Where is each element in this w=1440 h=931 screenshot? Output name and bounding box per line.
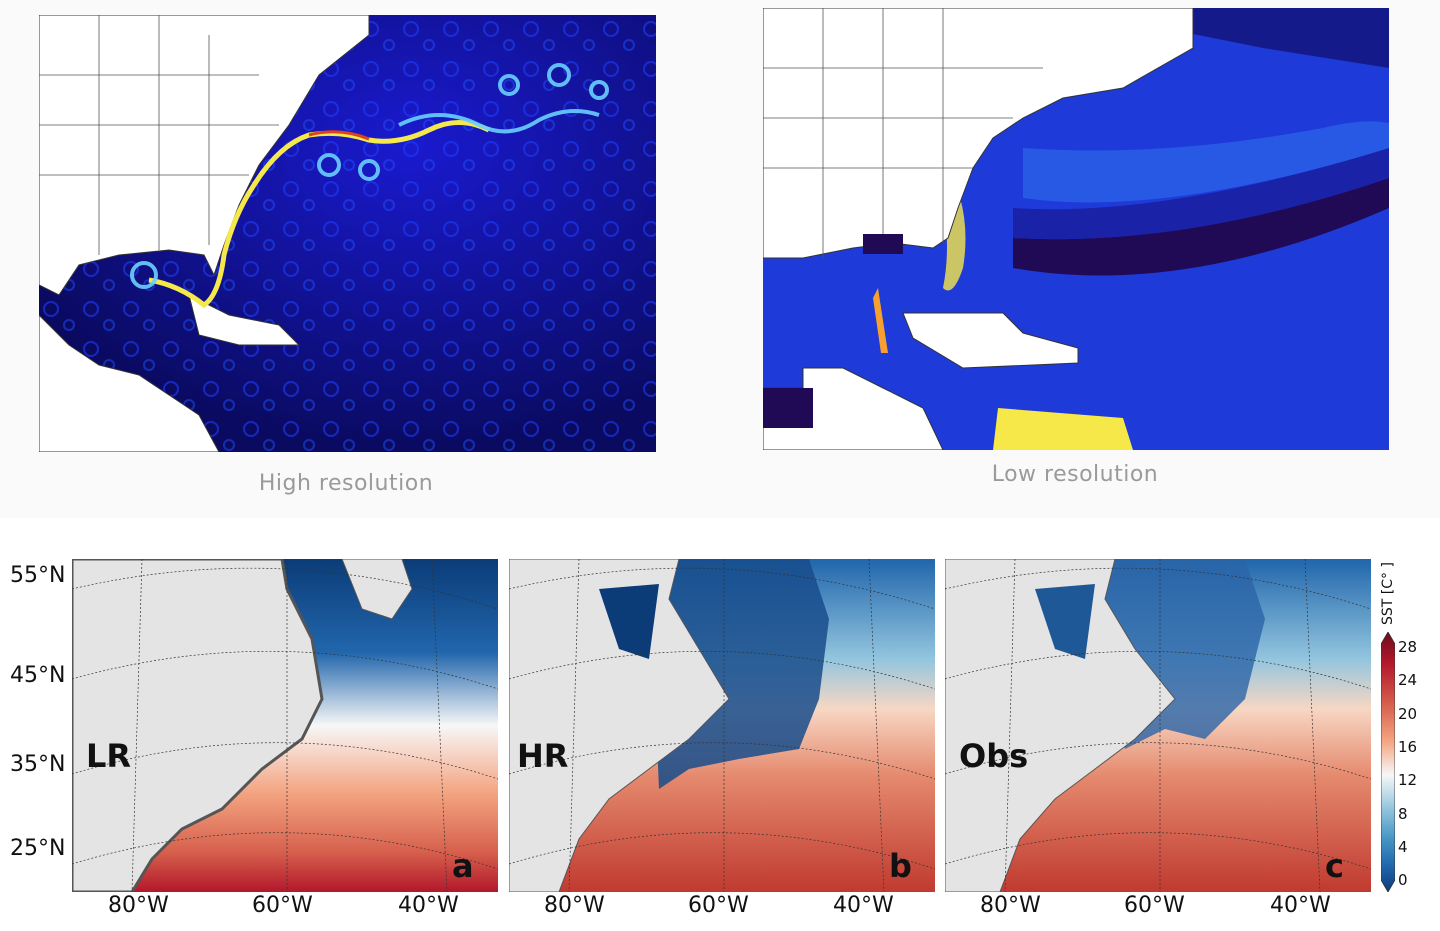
lon-label-a-40w: 40°W [398,893,459,918]
lon-label-b-80w: 80°W [544,893,605,918]
lon-label-a-60w: 60°W [252,893,313,918]
colorbar-tick-0: 0 [1398,871,1408,889]
lon-label-b-60w: 60°W [688,893,749,918]
lat-label-35n: 35°N [10,752,66,777]
panel-tag-hr: HR [517,737,568,775]
colorbar-tick-8: 8 [1398,805,1408,823]
panel-tag-lr: LR [86,737,131,775]
panel-tag-obs: Obs [959,737,1028,775]
low-resolution-caption: Low resolution [991,462,1159,487]
colorbar-tick-4: 4 [1398,838,1408,856]
sst-map-obs: Obs c [945,559,1371,892]
sst-map-hr: HR b [509,559,935,892]
colorbar-tick-28: 28 [1398,638,1418,656]
sst-map-lr: LR a [72,559,498,892]
colorbar-tick-16: 16 [1398,738,1418,756]
colorbar-label: SST [C° ] [1380,562,1396,625]
panel-letter-a: a [452,847,474,885]
lon-label-c-60w: 60°W [1124,893,1185,918]
colorbar-tick-24: 24 [1398,671,1418,689]
sst-colorbar [1381,632,1395,892]
lat-label-55n: 55°N [10,563,66,588]
low-resolution-map [763,8,1389,450]
lat-label-45n: 45°N [10,663,66,688]
lon-label-b-40w: 40°W [833,893,894,918]
colorbar-tick-12: 12 [1398,771,1418,789]
lon-label-c-80w: 80°W [980,893,1041,918]
panel-letter-c: c [1325,847,1344,885]
lon-label-a-80w: 80°W [108,893,169,918]
high-resolution-map [39,15,656,452]
lat-label-25n: 25°N [10,836,66,861]
high-resolution-caption: High resolution [258,471,434,496]
panel-letter-b: b [889,847,912,885]
colorbar-tick-20: 20 [1398,705,1418,723]
lon-label-c-40w: 40°W [1270,893,1331,918]
